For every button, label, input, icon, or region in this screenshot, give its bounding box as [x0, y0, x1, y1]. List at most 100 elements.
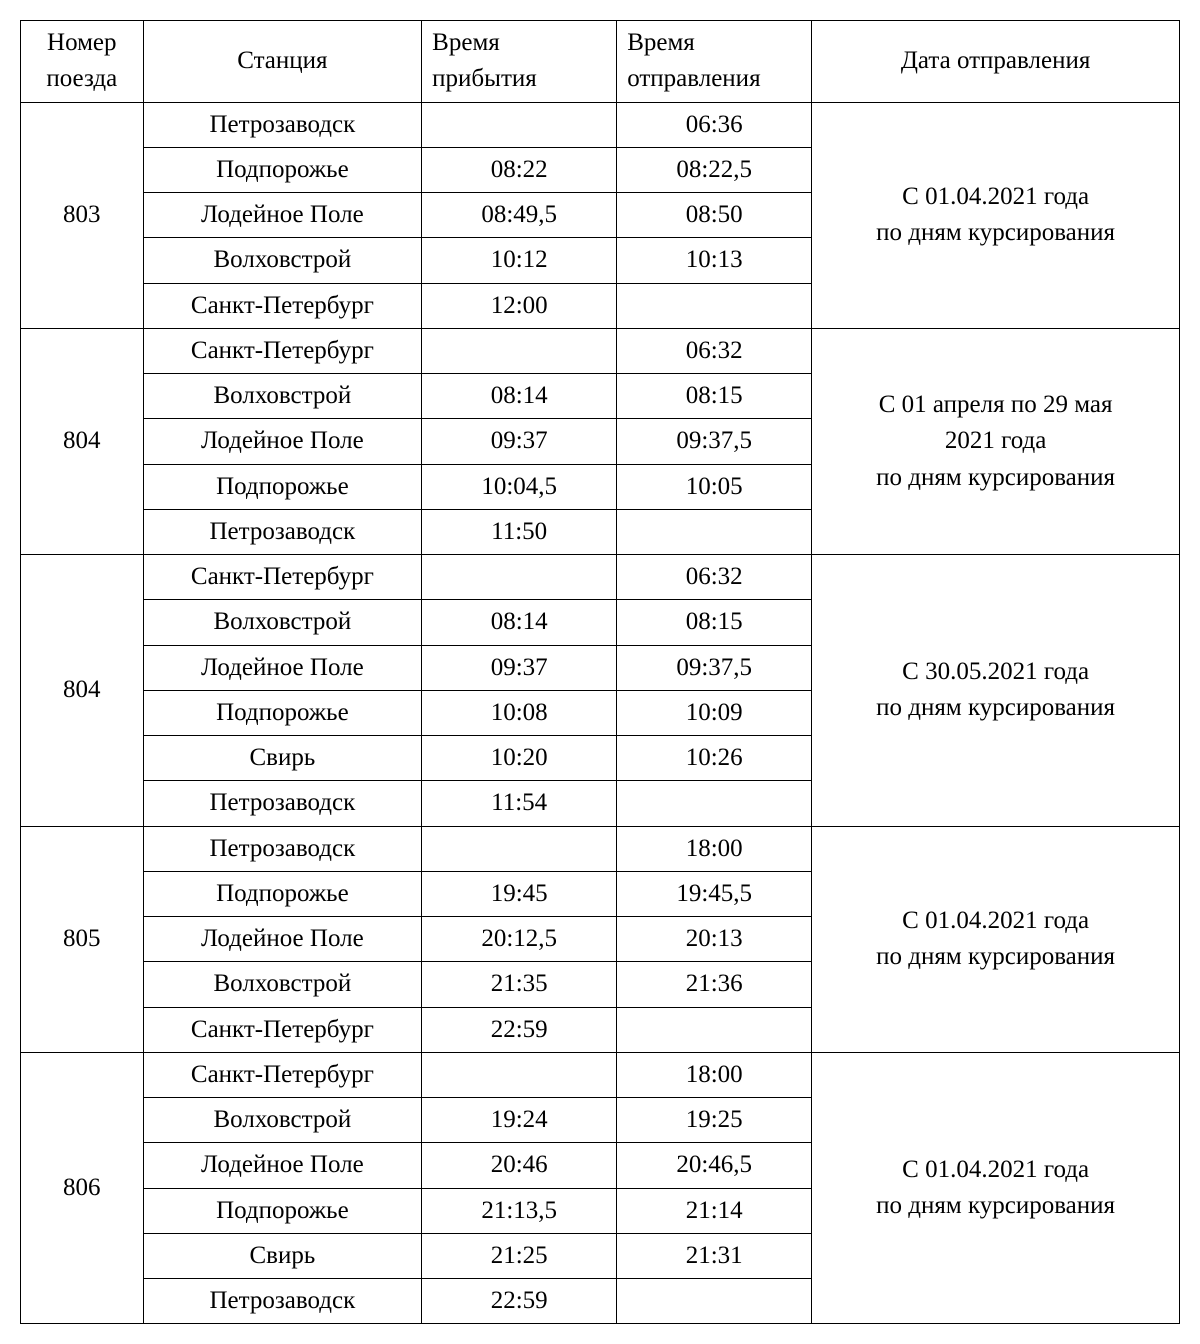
departure-cell: 20:13: [617, 917, 812, 962]
arrival-cell: 10:20: [422, 736, 617, 781]
arrival-cell: 19:45: [422, 871, 617, 916]
arrival-cell: 08:22: [422, 147, 617, 192]
arrival-cell: [422, 826, 617, 871]
train-number-cell: 803: [21, 102, 144, 328]
col-header-departure: Время отправления: [617, 21, 812, 103]
departure-date-cell: С 01.04.2021 годапо дням курсирования: [812, 826, 1180, 1052]
col-header-arrival: Время прибытия: [422, 21, 617, 103]
departure-cell: 08:22,5: [617, 147, 812, 192]
station-cell: Петрозаводск: [143, 509, 422, 554]
station-cell: Подпорожье: [143, 871, 422, 916]
departure-cell: 08:15: [617, 374, 812, 419]
arrival-cell: [422, 1052, 617, 1097]
departure-cell: 18:00: [617, 1052, 812, 1097]
arrival-cell: 09:37: [422, 645, 617, 690]
departure-cell: 10:26: [617, 736, 812, 781]
col-header-date: Дата отправления: [812, 21, 1180, 103]
departure-cell: 09:37,5: [617, 419, 812, 464]
arrival-cell: 12:00: [422, 283, 617, 328]
departure-cell: 10:13: [617, 238, 812, 283]
station-cell: Свирь: [143, 1233, 422, 1278]
arrival-cell: 10:08: [422, 690, 617, 735]
arrival-cell: 10:12: [422, 238, 617, 283]
departure-cell: 19:25: [617, 1098, 812, 1143]
table-row: 805Петрозаводск18:00С 01.04.2021 годапо …: [21, 826, 1180, 871]
departure-date-cell: С 01 апреля по 29 мая2021 годапо дням ку…: [812, 328, 1180, 554]
arrival-cell: 11:54: [422, 781, 617, 826]
station-cell: Санкт-Петербург: [143, 555, 422, 600]
arrival-cell: 19:24: [422, 1098, 617, 1143]
station-cell: Волховстрой: [143, 238, 422, 283]
station-cell: Лодейное Поле: [143, 645, 422, 690]
station-cell: Санкт-Петербург: [143, 283, 422, 328]
arrival-cell: 21:25: [422, 1233, 617, 1278]
departure-date-cell: С 30.05.2021 годапо дням курсирования: [812, 555, 1180, 827]
station-cell: Подпорожье: [143, 147, 422, 192]
departure-cell: 20:46,5: [617, 1143, 812, 1188]
arrival-cell: 09:37: [422, 419, 617, 464]
arrival-cell: [422, 328, 617, 373]
station-cell: Подпорожье: [143, 690, 422, 735]
col-header-station: Станция: [143, 21, 422, 103]
station-cell: Подпорожье: [143, 1188, 422, 1233]
arrival-cell: 22:59: [422, 1007, 617, 1052]
station-cell: Санкт-Петербург: [143, 328, 422, 373]
station-cell: Петрозаводск: [143, 102, 422, 147]
departure-cell: 19:45,5: [617, 871, 812, 916]
station-cell: Волховстрой: [143, 962, 422, 1007]
departure-cell: 21:14: [617, 1188, 812, 1233]
train-number-cell: 804: [21, 328, 144, 554]
arrival-cell: [422, 102, 617, 147]
arrival-cell: 21:13,5: [422, 1188, 617, 1233]
station-cell: Петрозаводск: [143, 781, 422, 826]
station-cell: Волховстрой: [143, 374, 422, 419]
station-cell: Петрозаводск: [143, 1279, 422, 1324]
arrival-cell: 11:50: [422, 509, 617, 554]
departure-cell: 21:31: [617, 1233, 812, 1278]
train-schedule-table: Номер поезда Станция Время прибытия Врем…: [20, 20, 1180, 1324]
departure-date-cell: С 01.04.2021 годапо дням курсирования: [812, 1052, 1180, 1324]
arrival-cell: [422, 555, 617, 600]
table-row: 806Санкт-Петербург18:00С 01.04.2021 года…: [21, 1052, 1180, 1097]
arrival-cell: 10:04,5: [422, 464, 617, 509]
station-cell: Волховстрой: [143, 1098, 422, 1143]
departure-cell: 10:09: [617, 690, 812, 735]
header-row: Номер поезда Станция Время прибытия Врем…: [21, 21, 1180, 103]
station-cell: Лодейное Поле: [143, 917, 422, 962]
table-body: 803Петрозаводск06:36С 01.04.2021 годапо …: [21, 102, 1180, 1324]
departure-cell: 21:36: [617, 962, 812, 1007]
arrival-cell: 20:46: [422, 1143, 617, 1188]
arrival-cell: 22:59: [422, 1279, 617, 1324]
arrival-cell: 08:14: [422, 374, 617, 419]
departure-cell: [617, 509, 812, 554]
departure-cell: 06:32: [617, 555, 812, 600]
train-number-cell: 806: [21, 1052, 144, 1324]
station-cell: Волховстрой: [143, 600, 422, 645]
train-number-cell: 804: [21, 555, 144, 827]
departure-cell: 18:00: [617, 826, 812, 871]
departure-cell: [617, 1279, 812, 1324]
station-cell: Санкт-Петербург: [143, 1007, 422, 1052]
departure-cell: 08:50: [617, 193, 812, 238]
arrival-cell: 08:14: [422, 600, 617, 645]
departure-cell: 09:37,5: [617, 645, 812, 690]
departure-cell: [617, 781, 812, 826]
station-cell: Свирь: [143, 736, 422, 781]
departure-cell: 08:15: [617, 600, 812, 645]
arrival-cell: 21:35: [422, 962, 617, 1007]
station-cell: Лодейное Поле: [143, 419, 422, 464]
departure-cell: 10:05: [617, 464, 812, 509]
station-cell: Лодейное Поле: [143, 193, 422, 238]
col-header-train: Номер поезда: [21, 21, 144, 103]
departure-cell: [617, 283, 812, 328]
table-row: 804Санкт-Петербург06:32С 30.05.2021 года…: [21, 555, 1180, 600]
station-cell: Петрозаводск: [143, 826, 422, 871]
departure-cell: 06:36: [617, 102, 812, 147]
table-row: 803Петрозаводск06:36С 01.04.2021 годапо …: [21, 102, 1180, 147]
station-cell: Санкт-Петербург: [143, 1052, 422, 1097]
arrival-cell: 08:49,5: [422, 193, 617, 238]
station-cell: Лодейное Поле: [143, 1143, 422, 1188]
station-cell: Подпорожье: [143, 464, 422, 509]
departure-cell: 06:32: [617, 328, 812, 373]
departure-cell: [617, 1007, 812, 1052]
